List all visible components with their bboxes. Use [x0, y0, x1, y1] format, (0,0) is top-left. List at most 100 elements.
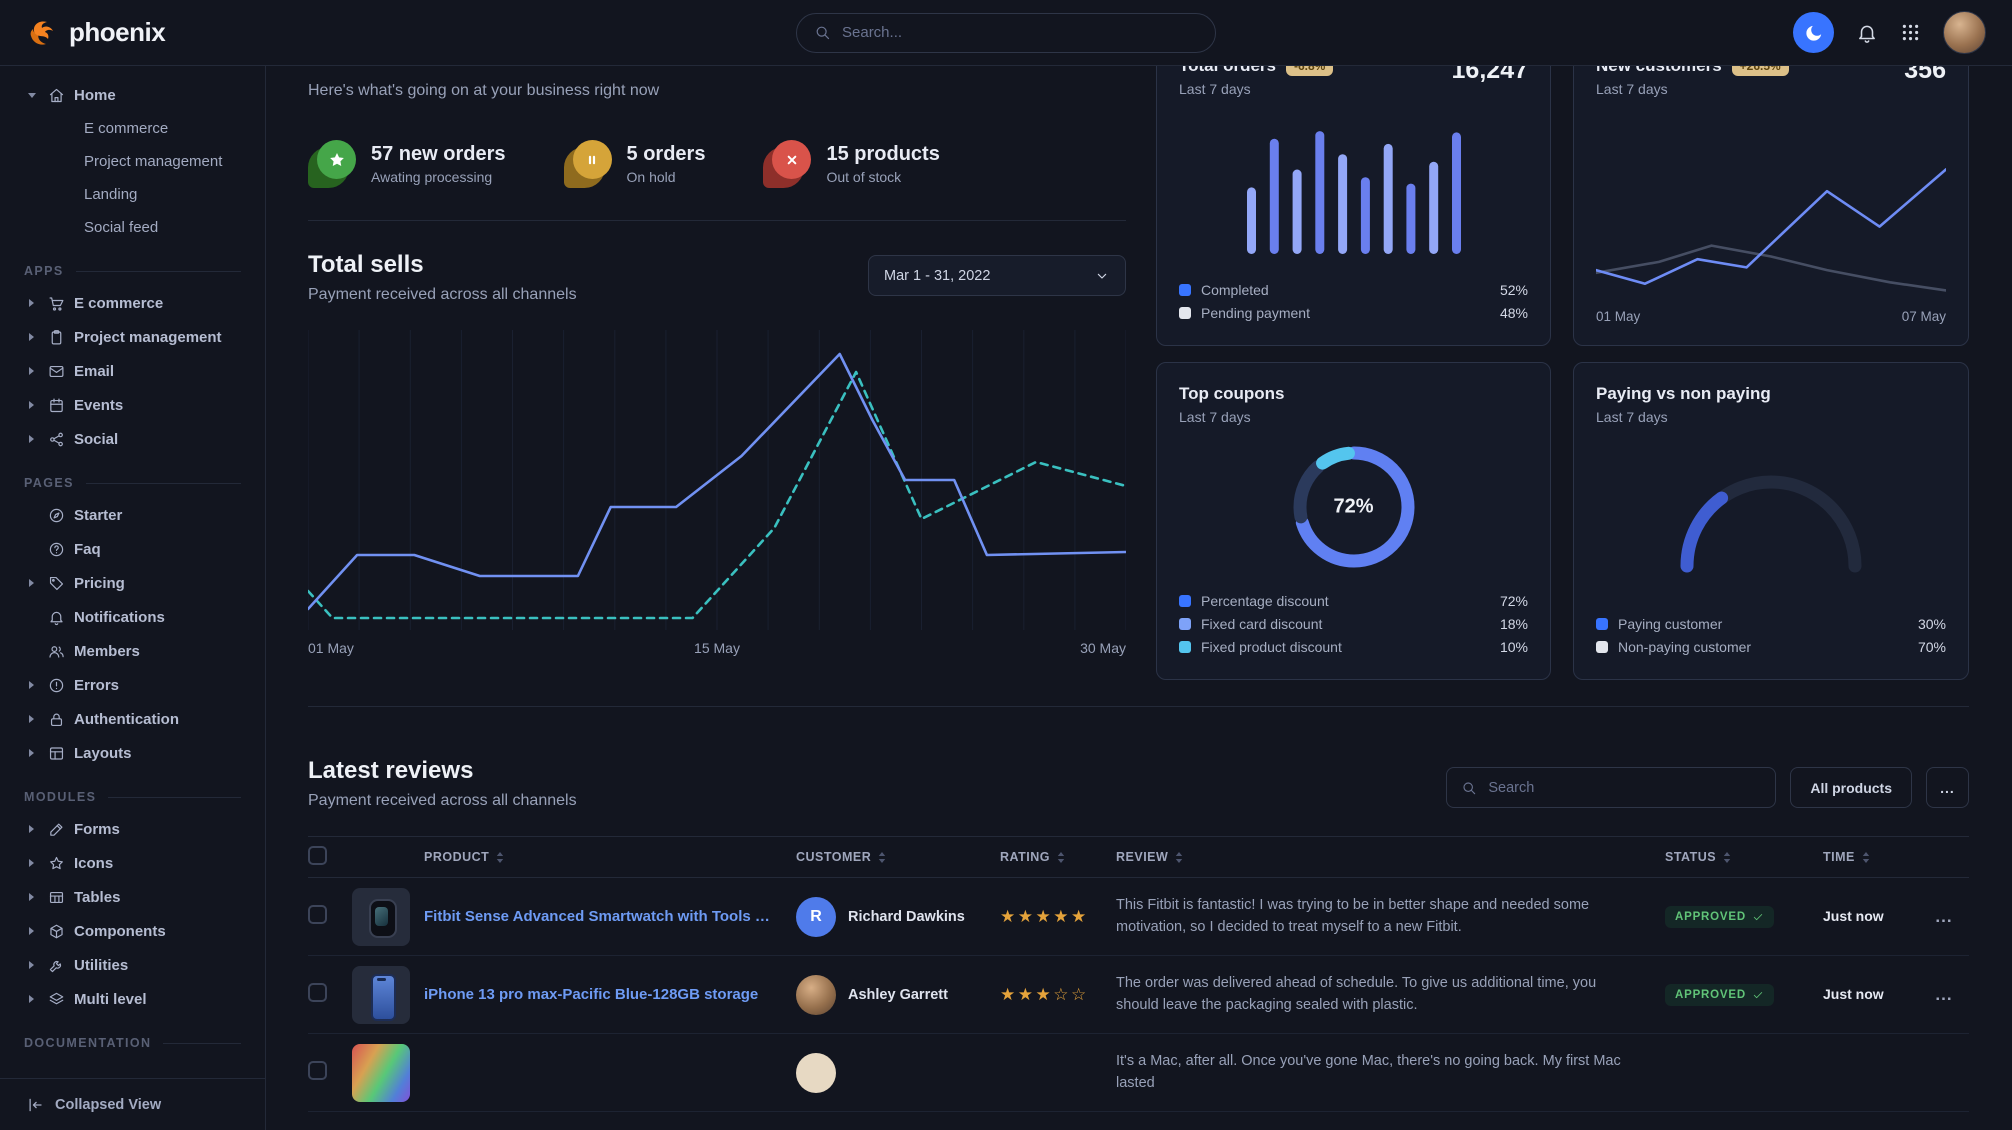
sidebar-item-icon [48, 507, 65, 524]
sidebar-item-home[interactable]: Home [14, 78, 251, 112]
header-cell-status[interactable]: STATUS [1665, 850, 1823, 864]
row-actions-button[interactable]: ... [1935, 984, 1953, 1004]
apps-menu-button[interactable] [1900, 22, 1921, 43]
sidebar-item-layouts[interactable]: Layouts [14, 736, 251, 770]
check-icon [1753, 991, 1763, 998]
sidebar-item-forms[interactable]: Forms [14, 812, 251, 846]
header-cell-rating[interactable]: RATING [1000, 850, 1116, 864]
table-icon [49, 891, 64, 903]
product-image-watch[interactable] [352, 887, 410, 946]
header-cell-time[interactable]: TIME [1823, 850, 1919, 864]
sort-icon [1862, 851, 1870, 863]
sidebar-subitem-e-commerce[interactable]: E commerce [84, 120, 169, 137]
theme-toggle-button[interactable] [1793, 12, 1834, 53]
header-cell-product[interactable]: PRODUCT [424, 850, 796, 864]
cell-status: APPROVED [1665, 905, 1823, 928]
global-search[interactable] [796, 12, 1216, 53]
stat-value: 15 products [826, 143, 940, 165]
sidebar-item-label: Tables [74, 888, 121, 906]
close-icon [787, 155, 797, 164]
product-image-phone[interactable] [352, 965, 410, 1024]
sidebar-item-project-management[interactable]: Project management [14, 320, 251, 354]
new-customers-x-axis: 01 May 07 May [1596, 309, 1946, 324]
reviews-search[interactable] [1446, 767, 1777, 808]
section-divider [163, 1042, 241, 1044]
sidebar-subitem-project-management[interactable]: Project management [84, 153, 223, 170]
table-more-button[interactable]: ... [1926, 767, 1969, 808]
sidebar-item-icon [48, 855, 65, 872]
caret-right-icon [24, 893, 39, 901]
product-link[interactable]: iPhone 13 pro max-Pacific Blue-128GB sto… [424, 986, 759, 1003]
row-checkbox[interactable] [308, 1061, 327, 1080]
brand[interactable]: phoenix [26, 16, 166, 50]
row-actions-button[interactable]: ... [1935, 906, 1953, 926]
sidebar-item-pricing[interactable]: Pricing [14, 566, 251, 600]
column-label: PRODUCT [424, 850, 490, 864]
sidebar-item-starter[interactable]: Starter [14, 498, 251, 532]
sidebar-subitem-landing[interactable]: Landing [84, 186, 138, 203]
sidebar-item-components[interactable]: Components [14, 914, 251, 948]
cell-review: This Fitbit is fantastic! I was trying t… [1116, 895, 1665, 939]
legend-label: Non-paying customer [1618, 638, 1752, 655]
row-checkbox[interactable] [308, 905, 327, 924]
package-icon [50, 924, 63, 938]
row-checkbox[interactable] [308, 983, 327, 1002]
header-cell-checkbox [308, 846, 352, 868]
collapsed-view-toggle[interactable]: Collapsed View [0, 1078, 265, 1130]
sidebar-item-authentication[interactable]: Authentication [14, 702, 251, 736]
sidebar-item-label: Layouts [74, 744, 132, 762]
caret-triangle [27, 92, 36, 98]
sort-icon [1723, 851, 1731, 863]
date-range-select[interactable]: Mar 1 - 31, 2022 [868, 255, 1126, 296]
legend-label: Fixed card discount [1201, 615, 1323, 632]
cell-rating: ★★★☆☆ [1000, 985, 1116, 1005]
notifications-button[interactable] [1856, 22, 1878, 44]
sidebar-item-errors[interactable]: Errors [14, 668, 251, 702]
sidebar-item-faq[interactable]: Faq [14, 532, 251, 566]
cell-actions: ... [1919, 907, 1969, 927]
reviews-search-input[interactable] [1488, 779, 1762, 796]
tool-icon [49, 960, 62, 972]
legend-item-percentage-discount: Percentage discount 72% [1179, 589, 1528, 612]
user-avatar[interactable] [1943, 11, 1986, 54]
sort-icon [497, 851, 504, 863]
cell-product: Fitbit Sense Advanced Smartwatch with To… [424, 908, 796, 925]
sidebar-item-utilities[interactable]: Utilities [14, 948, 251, 982]
sidebar-item-members[interactable]: Members [14, 634, 251, 668]
customer-name: Richard Dawkins [848, 908, 965, 925]
x-label-end: 30 May [1080, 640, 1127, 656]
sidebar-item-label: Events [74, 396, 124, 414]
sidebar-subitem-social-feed[interactable]: Social feed [84, 219, 159, 236]
card-total-orders: Total orders -6.8% Last 7 days 16,247 Co… [1156, 34, 1551, 346]
product-image-mac[interactable] [352, 1043, 410, 1102]
cell-rating: ★★★★★ [1000, 907, 1116, 927]
caret-right-icon [24, 579, 39, 587]
search-input[interactable] [842, 24, 1198, 41]
all-products-filter[interactable]: All products [1790, 767, 1912, 808]
sidebar-item-tables[interactable]: Tables [14, 880, 251, 914]
bars-wrap [1179, 97, 1528, 278]
legend-label: Completed [1201, 281, 1269, 298]
header-cell-review[interactable]: REVIEW [1116, 850, 1665, 864]
sidebar-item-multi-level[interactable]: Multi level [14, 982, 251, 1016]
total-sells-title: Total sells [308, 251, 424, 278]
sidebar-item-notifications[interactable]: Notifications [14, 600, 251, 634]
sidebar-item-email[interactable]: Email [14, 354, 251, 388]
cell-status: APPROVED [1665, 983, 1823, 1006]
header-cell-customer[interactable]: CUSTOMER [796, 850, 1000, 864]
sidebar-item-events[interactable]: Events [14, 388, 251, 422]
select-all-checkbox[interactable] [308, 846, 327, 865]
stat-out-of-stock: 15 products Out of stock [763, 140, 940, 188]
card-titles: Top coupons Last 7 days [1179, 384, 1284, 425]
star-solid-icon [329, 152, 344, 166]
review-row: It's a Mac, after all. Once you've gone … [308, 1034, 1969, 1112]
product-link[interactable]: Fitbit Sense Advanced Smartwatch with To… [424, 908, 782, 925]
sidebar-item-e-commerce[interactable]: E commerce [14, 286, 251, 320]
sidebar-item-social[interactable]: Social [14, 422, 251, 456]
stat-value: 57 new orders [371, 143, 506, 165]
compass-icon [49, 508, 64, 522]
caret-right-icon [24, 299, 39, 307]
mini-chart-wrap [1596, 97, 1946, 300]
sidebar-item-icons[interactable]: Icons [14, 846, 251, 880]
